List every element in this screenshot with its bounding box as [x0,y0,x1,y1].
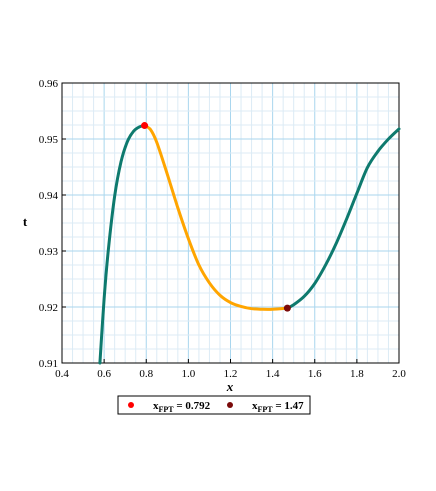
series-line-1 [143,124,289,311]
legend-box [117,395,311,415]
y-tick-label: 0.93 [39,246,59,258]
y-tick-label: 0.91 [39,358,58,370]
x-tick-label: 0.6 [97,368,111,380]
markers-group [141,122,291,312]
legend-label-0: xFPT = 0.792 [153,400,211,414]
legend-marker-0 [128,402,134,408]
x-tick-label: 1.8 [350,368,364,380]
x-tick-label: 2.0 [392,368,406,380]
legend-marker-1 [227,402,233,408]
series-line-0 [98,124,147,365]
marker-point-0 [141,122,149,130]
x-tick-label: 1.6 [308,368,322,380]
series-group [98,124,401,365]
legend: xFPT = 0.792 xFPT = 1.47 [117,395,311,415]
y-tick-label: 0.92 [39,302,58,314]
legend-label-1: xFPT = 1.47 [252,400,304,414]
axis-ticks: 0.4 0.6 0.8 1.0 1.2 1.4 1.6 1.8 2.0 0.91 0.92 0.93 0… [39,78,407,380]
x-tick-label: 1.4 [266,368,280,380]
x-tick-label: 1.0 [182,368,196,380]
y-tick-label: 0.95 [39,134,59,146]
x-tick-label: 0.4 [55,368,69,380]
marker-point-1 [283,304,291,312]
y-axis-title: t [23,214,28,229]
y-tick-label: 0.96 [39,78,59,90]
y-tick-label: 0.94 [39,190,59,202]
grid [61,82,400,364]
x-axis-title: x [226,379,234,394]
series-line-2 [285,127,401,310]
x-tick-label: 1.2 [224,368,238,380]
x-tick-label: 0.8 [139,368,153,380]
